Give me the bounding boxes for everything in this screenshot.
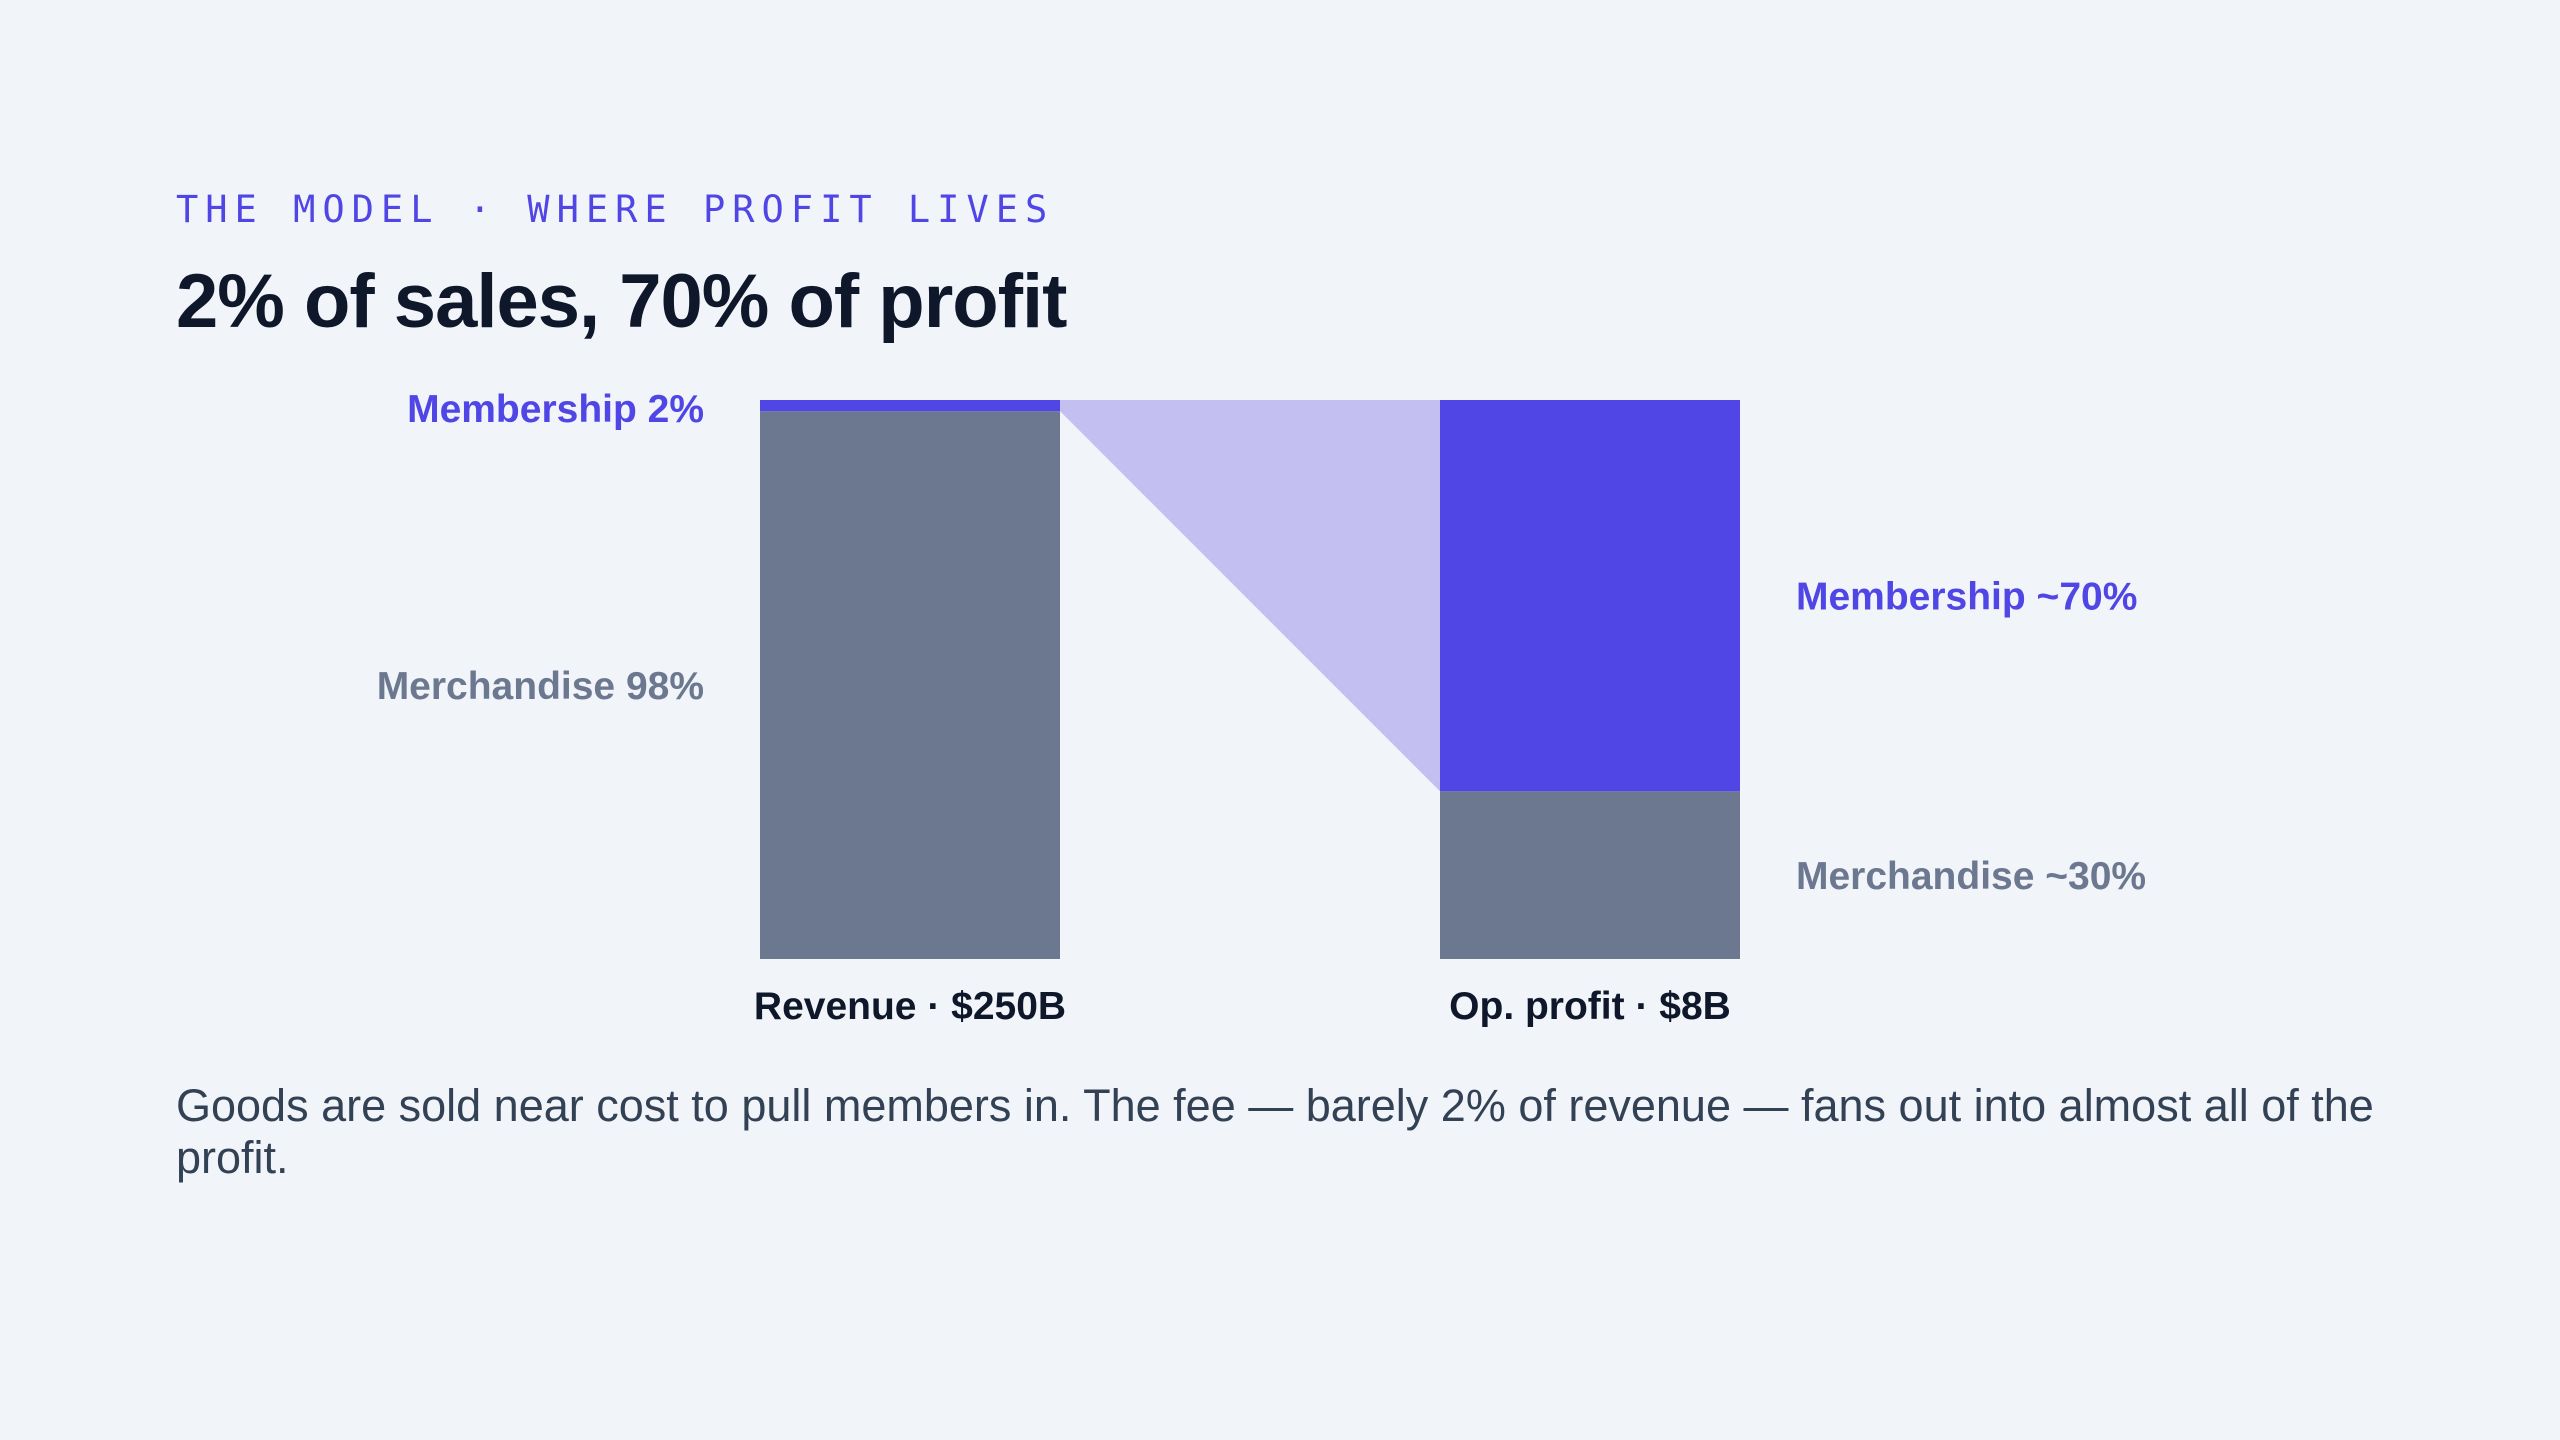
bar-profit-merchandise <box>1440 791 1740 959</box>
bar-revenue-membership <box>760 400 1060 412</box>
membership-flow-band <box>1060 400 1440 792</box>
bar-revenue-merchandise <box>760 411 1060 959</box>
category-label-revenue: Revenue · $250B <box>754 985 1066 1028</box>
label-revenue-merchandise: Merchandise 98% <box>377 665 704 708</box>
category-label-profit: Op. profit · $8B <box>1449 985 1731 1028</box>
label-profit-membership: Membership ~70% <box>1796 576 2137 619</box>
section-kicker: THE MODEL · WHERE PROFIT LIVES <box>176 188 1055 231</box>
chart-caption: Goods are sold near cost to pull members… <box>176 1080 2374 1183</box>
label-profit-merchandise: Merchandise ~30% <box>1796 855 2146 898</box>
page-title: 2% of sales, 70% of profit <box>176 259 1067 344</box>
bar-profit-membership <box>1440 400 1740 792</box>
label-revenue-membership: Membership 2% <box>407 388 704 431</box>
profit-chart: Membership 2% Merchandise 98% Membership… <box>377 388 2146 1028</box>
